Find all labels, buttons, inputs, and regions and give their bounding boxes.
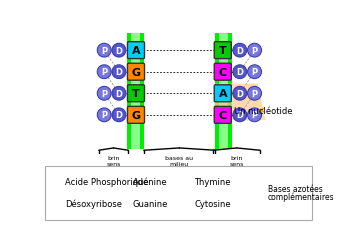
Circle shape [97, 66, 111, 79]
Text: Guanine: Guanine [132, 199, 168, 208]
Bar [215, 34, 232, 149]
Text: A: A [132, 46, 140, 56]
Circle shape [49, 176, 62, 188]
Text: P: P [101, 111, 107, 120]
Text: brin
sens: brin sens [106, 155, 121, 166]
Text: Un nucléotide: Un nucléotide [234, 106, 292, 115]
Circle shape [233, 44, 247, 58]
Text: P: P [52, 178, 58, 186]
FancyBboxPatch shape [169, 176, 182, 188]
Text: D: D [236, 89, 243, 98]
FancyBboxPatch shape [127, 43, 145, 59]
Text: D: D [236, 111, 243, 120]
FancyBboxPatch shape [214, 43, 231, 59]
Circle shape [112, 44, 126, 58]
Bar [131, 34, 140, 149]
Text: complémentaires: complémentaires [268, 192, 334, 201]
Circle shape [49, 197, 62, 210]
FancyBboxPatch shape [181, 197, 194, 210]
Text: P: P [101, 68, 107, 77]
Text: A: A [218, 89, 227, 99]
Circle shape [97, 108, 111, 122]
FancyBboxPatch shape [169, 197, 182, 210]
Circle shape [247, 108, 261, 122]
Circle shape [112, 108, 126, 122]
Circle shape [233, 87, 247, 101]
Text: G: G [131, 68, 141, 77]
Text: C: C [219, 110, 227, 120]
Text: Cytosine: Cytosine [194, 199, 231, 208]
Text: P: P [252, 89, 258, 98]
Text: A: A [172, 178, 179, 186]
Bar [219, 34, 228, 149]
FancyBboxPatch shape [127, 64, 145, 81]
Text: Bases azotées: Bases azotées [268, 184, 322, 194]
Text: P: P [101, 46, 107, 55]
FancyBboxPatch shape [214, 64, 231, 81]
Text: P: P [101, 89, 107, 98]
Text: C: C [219, 68, 227, 77]
Text: G: G [131, 110, 141, 120]
Text: P: P [252, 46, 258, 55]
FancyBboxPatch shape [181, 176, 194, 188]
Text: D: D [236, 46, 243, 55]
Circle shape [233, 108, 247, 122]
Text: bases au
milieu: bases au milieu [165, 155, 194, 166]
Circle shape [97, 87, 111, 101]
FancyBboxPatch shape [127, 107, 145, 124]
Text: Adénine: Adénine [133, 178, 168, 186]
FancyBboxPatch shape [214, 85, 231, 102]
Text: C: C [184, 199, 190, 208]
Circle shape [247, 87, 261, 101]
Text: T: T [184, 178, 190, 186]
Text: Désoxyribose: Désoxyribose [65, 199, 122, 208]
Text: D: D [116, 46, 122, 55]
Polygon shape [215, 84, 265, 121]
Circle shape [233, 66, 247, 79]
Text: T: T [219, 46, 227, 56]
Text: Acide Phosphorique: Acide Phosphorique [65, 178, 148, 186]
Text: P: P [252, 111, 258, 120]
Circle shape [112, 87, 126, 101]
FancyBboxPatch shape [127, 85, 145, 102]
Text: P: P [252, 68, 258, 77]
Text: D: D [52, 199, 59, 208]
Text: Thymine: Thymine [194, 178, 231, 186]
Bar [127, 34, 144, 149]
Text: brin
sens: brin sens [230, 155, 244, 166]
Text: D: D [236, 68, 243, 77]
Circle shape [247, 44, 261, 58]
Text: D: D [116, 111, 122, 120]
FancyBboxPatch shape [45, 167, 312, 220]
Circle shape [112, 66, 126, 79]
Text: T: T [132, 89, 140, 99]
Circle shape [97, 44, 111, 58]
FancyBboxPatch shape [214, 107, 231, 124]
Circle shape [247, 66, 261, 79]
Text: D: D [116, 68, 122, 77]
Text: D: D [116, 89, 122, 98]
Text: G: G [172, 199, 179, 208]
